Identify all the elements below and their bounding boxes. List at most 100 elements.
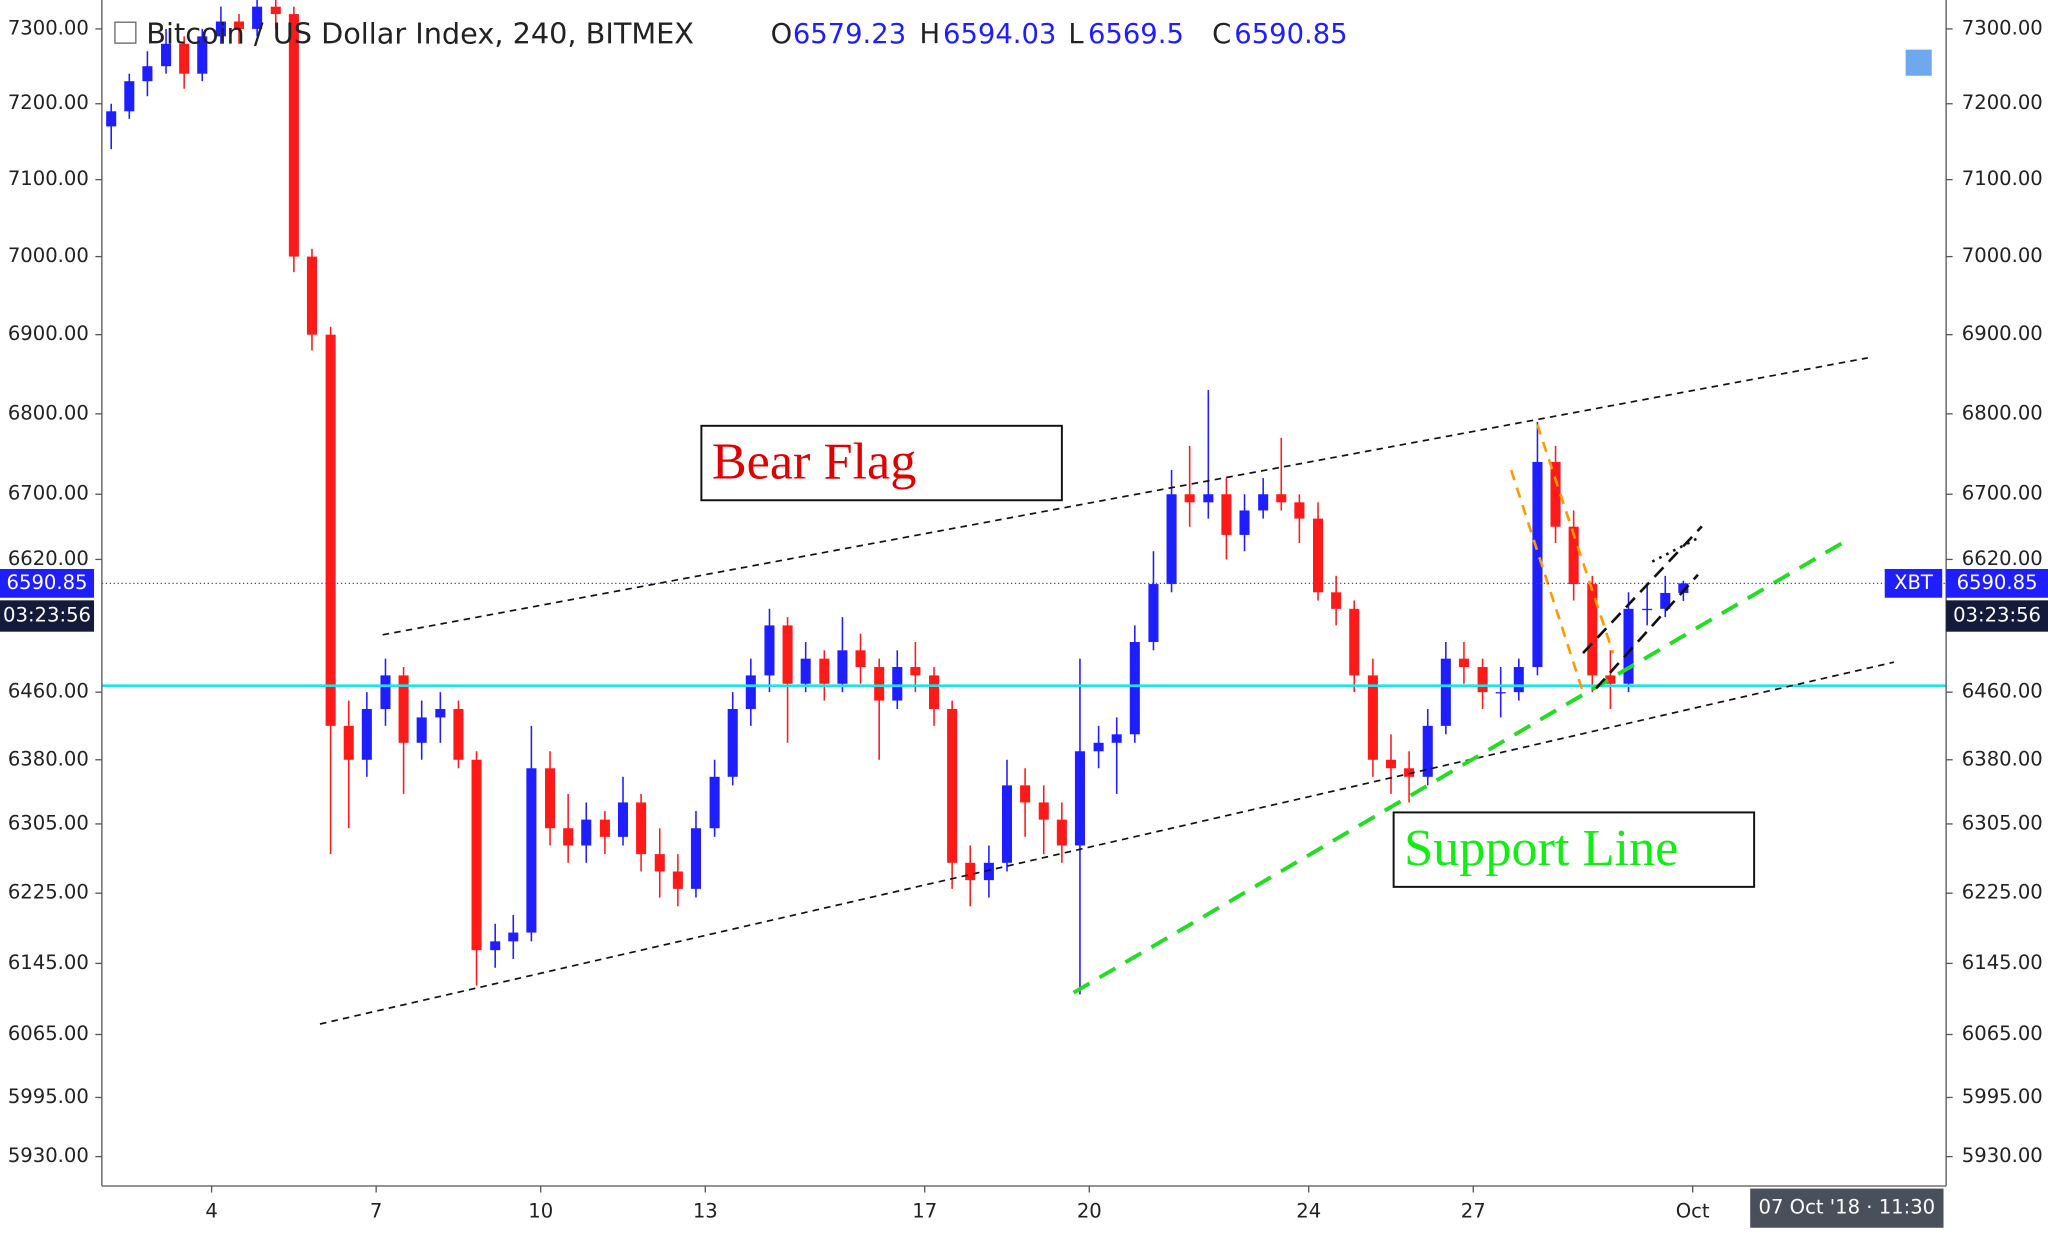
candle-body <box>947 708 958 863</box>
y-tick-label: 6225.00 <box>1962 881 2043 904</box>
candle-body <box>380 675 391 709</box>
candle-body <box>1239 510 1250 535</box>
candle-body <box>892 667 903 701</box>
candle-body <box>837 650 848 684</box>
candle-body <box>1276 494 1287 503</box>
y-tick-label: 6700.00 <box>1962 482 2043 505</box>
x-tick-label: 10 <box>528 1200 553 1223</box>
ohlc-key: O <box>771 19 793 50</box>
candle-body <box>1166 494 1177 585</box>
x-tick-label: 27 <box>1461 1200 1486 1223</box>
y-tick-label: 6620.00 <box>8 547 89 570</box>
candle-body <box>1111 734 1122 743</box>
candle-body <box>929 675 940 709</box>
y-tick-label: 6305.00 <box>1962 811 2043 834</box>
candle-body <box>1477 667 1488 693</box>
candle-body <box>1587 584 1598 676</box>
candle-body <box>1422 725 1433 777</box>
y-tick-label: 6800.00 <box>1962 401 2043 424</box>
x-tick-label: 13 <box>693 1200 718 1223</box>
candle-body <box>1312 518 1324 593</box>
annotation-box <box>700 424 1063 502</box>
price-tag-label: 6590.85 <box>7 571 88 594</box>
flag-pole-left <box>1509 469 1585 693</box>
chart-title: Bitcoin / US Dollar Index, 240, BITMEX <box>146 16 694 50</box>
candle-body <box>1623 608 1634 684</box>
scroll-button[interactable] <box>1905 49 1932 76</box>
y-tick-label: 6460.00 <box>1962 680 2043 703</box>
x-tick-label: 20 <box>1077 1200 1102 1223</box>
plot-area <box>106 0 1689 995</box>
price-tag <box>1946 568 2048 598</box>
flag-lower <box>1595 573 1699 690</box>
candle-body <box>215 21 226 37</box>
candle-body <box>1385 759 1397 769</box>
symbol-tag <box>1884 568 1943 598</box>
flag-projection <box>1651 536 1699 563</box>
candle-body <box>599 819 610 837</box>
candle-body <box>764 625 775 676</box>
y-tick-label: 5930.00 <box>8 1144 89 1167</box>
candle-body <box>526 768 537 933</box>
candle-body <box>471 759 482 951</box>
menu-icon[interactable] <box>114 21 137 44</box>
candle-body <box>1184 494 1195 503</box>
y-tick-label: 6900.00 <box>1962 322 2043 345</box>
y-tick-label: 6145.00 <box>1962 951 2043 974</box>
candle-body <box>233 21 245 29</box>
candle-body <box>435 708 446 718</box>
price-tag <box>0 568 95 598</box>
x-tick-label: 4 <box>205 1200 217 1223</box>
candle-body <box>416 717 427 743</box>
candle-body <box>1440 658 1451 726</box>
candle-body <box>490 941 501 951</box>
annotation-box <box>1392 811 1756 888</box>
candle-body <box>288 14 299 257</box>
candle-body <box>654 854 665 872</box>
drawings <box>319 357 1895 1025</box>
candle-body <box>1660 592 1671 609</box>
channel-lower <box>319 661 1895 1025</box>
y-tick-label: 6065.00 <box>1962 1022 2043 1045</box>
candle-body <box>1513 667 1524 693</box>
y-tick-label: 5995.00 <box>1962 1085 2043 1108</box>
x-tick-label: 17 <box>912 1200 937 1223</box>
y-tick-label: 6460.00 <box>8 680 89 703</box>
candle-body <box>325 334 336 726</box>
candle-body <box>398 675 409 743</box>
candle-body <box>874 667 885 701</box>
candle-body <box>819 658 830 684</box>
y-tick-label: 5930.00 <box>1962 1144 2043 1167</box>
y-tick-label: 7300.00 <box>1962 16 2043 39</box>
y-tick-label: 6305.00 <box>8 811 89 834</box>
y-tick-label: 7000.00 <box>8 244 89 267</box>
candle-body <box>1458 658 1469 668</box>
candle-body <box>1331 592 1342 609</box>
ohlc-value: 6590.85 <box>1234 19 1347 50</box>
candle-body <box>617 802 629 837</box>
candle-body <box>1038 802 1049 820</box>
flag-upper <box>1582 525 1703 654</box>
candle-body <box>1532 461 1543 668</box>
y-tick-label: 6145.00 <box>8 951 89 974</box>
countdown-tag <box>0 600 95 632</box>
ohlc-key: C <box>1212 19 1231 50</box>
candle-body <box>1550 461 1561 527</box>
candle-body <box>545 768 556 829</box>
candle-body <box>124 81 135 112</box>
candle-body <box>1129 642 1140 735</box>
candle-body <box>1074 751 1085 846</box>
annotation: Bear Flag <box>712 432 917 490</box>
countdown-label: 03:23:56 <box>1953 604 2041 627</box>
y-tick-label: 7300.00 <box>8 16 89 39</box>
candle-body <box>270 6 281 15</box>
candle-body <box>453 708 464 760</box>
candle-body <box>636 802 647 855</box>
y-tick-label: 7100.00 <box>1962 167 2043 190</box>
annotation: Support Line <box>1404 819 1678 877</box>
candle-body <box>1642 608 1653 611</box>
candle-body <box>1367 675 1378 760</box>
candle-body <box>727 708 738 777</box>
candle-body <box>1001 785 1013 863</box>
